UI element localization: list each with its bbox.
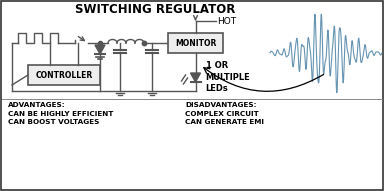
Polygon shape [95, 45, 105, 54]
Bar [28, 65, 100, 85]
Text: ADVANTAGES:
CAN BE HIGHLY EFFICIENT
CAN BOOST VOLTAGES: ADVANTAGES: CAN BE HIGHLY EFFICIENT CAN … [8, 102, 113, 125]
Text: DISADVANTAGES:
COMPLEX CIRCUIT
CAN GENERATE EMI: DISADVANTAGES: COMPLEX CIRCUIT CAN GENER… [185, 102, 264, 125]
Text: CONTROLLER: CONTROLLER [35, 70, 93, 79]
Text: 1 OR
MULTIPLE
LEDs: 1 OR MULTIPLE LEDs [205, 61, 250, 93]
Bar [168, 33, 223, 53]
Text: HOT: HOT [217, 16, 237, 26]
Text: SWITCHING REGULATOR: SWITCHING REGULATOR [75, 2, 235, 15]
Text: MONITOR: MONITOR [175, 39, 216, 48]
Polygon shape [190, 73, 200, 82]
